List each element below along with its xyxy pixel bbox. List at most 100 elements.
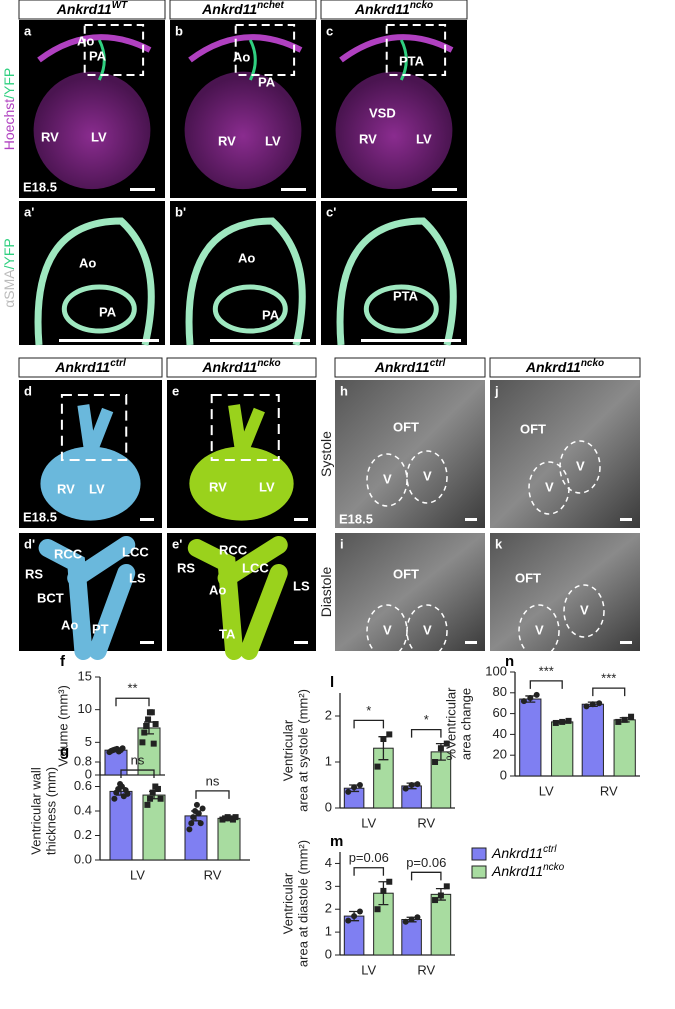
- legend-swatch: [471, 865, 487, 879]
- ventricle-outline: [559, 440, 601, 494]
- y-axis-label: Volume (mm³): [55, 685, 70, 767]
- data-point: [414, 914, 421, 921]
- significance-label: p=0.06: [349, 850, 389, 865]
- 3d-heart: [40, 446, 141, 521]
- significance-bracket: [529, 680, 563, 689]
- panel-letter: n: [505, 653, 514, 670]
- data-point: [157, 795, 164, 802]
- header: Ankrd11ctrl: [54, 358, 126, 375]
- vessel-wall: [34, 217, 155, 346]
- y-tick-label: 20: [493, 747, 507, 762]
- data-point: [111, 795, 118, 802]
- image-panel: [335, 533, 485, 651]
- y-tick-label: 5: [85, 734, 92, 749]
- panel-letter: f: [60, 653, 66, 670]
- image-label: d: [24, 383, 32, 398]
- y-tick-label: 1: [325, 924, 332, 939]
- image-label: E18.5: [339, 511, 373, 526]
- header-sup: nchet: [257, 0, 284, 11]
- image-label: V: [423, 468, 432, 483]
- significance-bracket: [120, 769, 155, 779]
- yfp-signal: [97, 39, 106, 81]
- outflow-tissue: [188, 34, 303, 63]
- y-tick-label: 0: [85, 766, 92, 781]
- image-label: PA: [262, 307, 280, 322]
- data-point: [148, 709, 155, 716]
- significance-label: ns: [131, 752, 145, 767]
- data-point: [119, 745, 126, 752]
- data-point: [186, 826, 193, 833]
- data-point: [432, 759, 439, 765]
- image-label: VSD: [369, 105, 396, 120]
- header: Ankrd11WT: [56, 0, 128, 17]
- image-panel: [490, 380, 640, 528]
- x-tick-label: RV: [204, 867, 222, 882]
- header-sup: ncko: [410, 0, 433, 11]
- legend-label: Ankrd11ncko: [491, 862, 565, 879]
- image-panel: [335, 380, 485, 528]
- data-point: [118, 783, 125, 790]
- header: Ankrd11ncko: [354, 0, 433, 17]
- x-tick-label: LV: [539, 783, 554, 798]
- side-label-part: Diastole: [318, 567, 334, 618]
- data-point: [443, 740, 450, 747]
- data-point: [408, 782, 415, 788]
- data-point: [583, 703, 590, 710]
- legend-label: Ankrd11ctrl: [491, 844, 557, 861]
- scale-bar: [294, 518, 308, 521]
- 3d-vessels: [187, 536, 288, 660]
- image-label: c: [326, 23, 333, 38]
- image-panel: [490, 533, 640, 651]
- image-label: E18.5: [23, 179, 57, 194]
- image-label: e': [172, 536, 182, 551]
- panel-letter: g: [60, 743, 69, 760]
- data-point: [149, 789, 156, 796]
- header: Ankrd11ncko: [201, 358, 280, 375]
- y-tick-label: 1: [325, 753, 332, 768]
- bar: [581, 703, 604, 777]
- image-label: Ao: [209, 582, 226, 597]
- image-label: V: [576, 458, 585, 473]
- image-label: RS: [177, 560, 195, 575]
- image-label: LS: [129, 570, 146, 585]
- y-axis-label: Ventricular wall: [28, 767, 43, 855]
- y-tick-label: 15: [78, 668, 92, 683]
- y-tick-label: 100: [485, 663, 507, 678]
- bar: [184, 815, 208, 861]
- scale-bar: [140, 641, 154, 644]
- image-label: RV: [209, 479, 227, 494]
- image-label: LV: [265, 133, 281, 148]
- ventricle-outline: [563, 584, 605, 638]
- data-point: [190, 814, 197, 821]
- bar: [430, 893, 452, 956]
- significance-bracket: [410, 871, 442, 881]
- image-label: PA: [99, 304, 117, 319]
- data-point: [144, 801, 151, 808]
- vessel-wall: [363, 284, 439, 334]
- data-point: [565, 717, 572, 724]
- data-point: [356, 782, 363, 788]
- data-point: [351, 913, 358, 920]
- y-tick-label: 10: [78, 701, 92, 716]
- data-point: [380, 887, 387, 894]
- panel-letter: l: [330, 674, 334, 691]
- 3d-vessels: [38, 536, 136, 660]
- header-sup: ctrl: [430, 358, 446, 369]
- y-axis-label: %Ventricular: [443, 687, 458, 761]
- data-point: [628, 713, 635, 720]
- data-point: [589, 701, 596, 708]
- significance-label: **: [127, 681, 137, 696]
- 3d-vessels: [228, 404, 265, 457]
- image-label: RCC: [219, 542, 248, 557]
- image-label: i: [340, 536, 344, 551]
- image-label: V: [423, 622, 432, 637]
- data-point: [374, 906, 381, 913]
- ventricle-outline: [406, 604, 448, 658]
- scale-bar: [620, 518, 632, 521]
- significance-label: ns: [206, 773, 220, 788]
- scale-bar: [130, 188, 155, 191]
- data-point: [621, 716, 628, 723]
- data-point: [552, 719, 559, 726]
- y-tick-label: 0.2: [74, 827, 92, 842]
